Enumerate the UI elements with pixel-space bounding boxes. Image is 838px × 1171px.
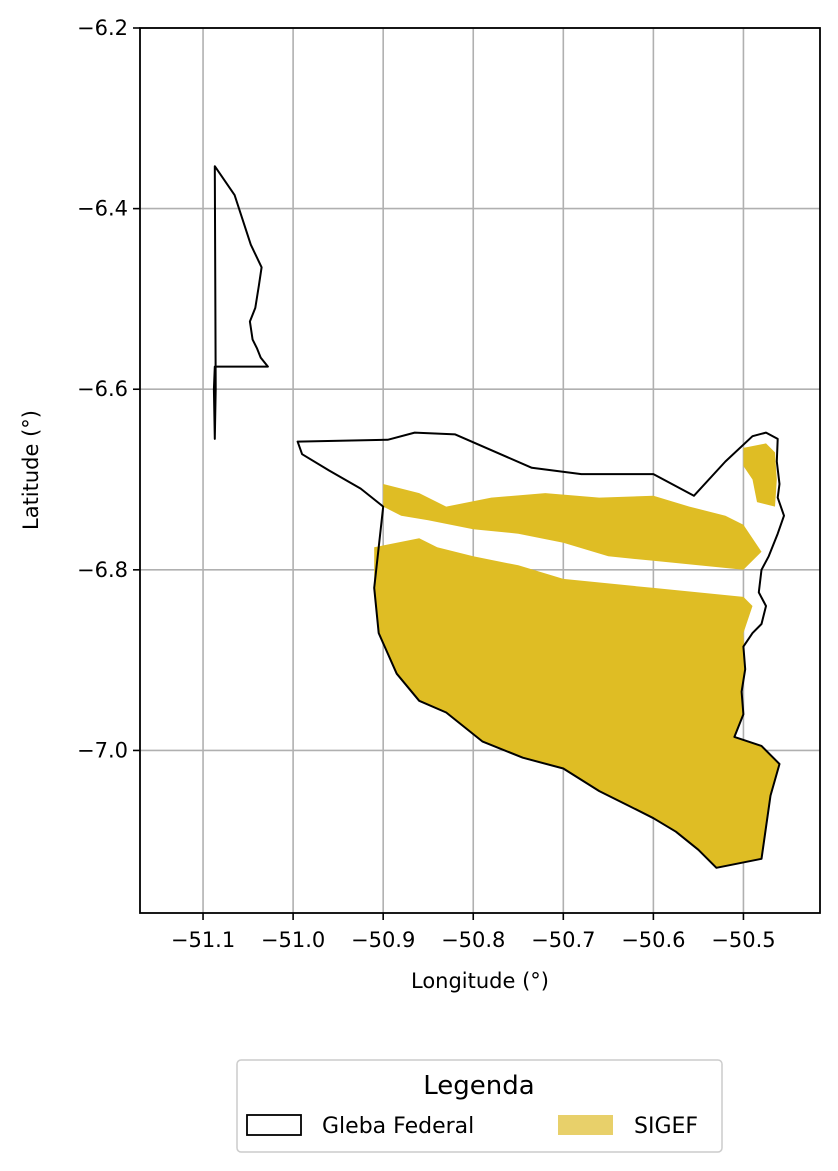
y-tick-label: −6.8	[77, 558, 128, 582]
sigef-polygon	[743, 443, 777, 507]
legend-swatch-sigef	[558, 1115, 613, 1135]
x-axis-label: Longitude (°)	[411, 969, 549, 993]
grid-lines	[140, 27, 820, 913]
y-tick-label: −7.0	[77, 738, 128, 762]
gleba-federal-polygon	[296, 431, 785, 869]
x-tick-label: −50.6	[621, 928, 685, 952]
x-axis-ticks: −51.1 −51.0 −50.9 −50.8 −50.7 −50.6 −50.5	[171, 913, 776, 952]
x-tick-label: −50.5	[711, 928, 775, 952]
sigef-polygon	[383, 484, 762, 570]
plot-frame	[139, 27, 821, 914]
x-tick-label: −50.8	[441, 928, 505, 952]
y-tick-label: −6.2	[77, 16, 128, 40]
y-axis-ticks: −6.2 −6.4 −6.6 −6.8 −7.0	[77, 16, 140, 762]
gleba-federal-layer	[212, 165, 785, 869]
sigef-polygon	[374, 538, 780, 868]
legend-label-sigef: SIGEF	[634, 1114, 698, 1139]
gleba-federal-polygon	[212, 165, 269, 440]
x-tick-label: −51.0	[261, 928, 325, 952]
legend: Legenda Gleba Federal SIGEF	[236, 1059, 723, 1153]
x-tick-label: −50.7	[531, 928, 595, 952]
legend-label-gleba-federal: Gleba Federal	[322, 1114, 474, 1139]
sigef-layer	[374, 443, 780, 868]
y-tick-label: −6.6	[77, 377, 128, 401]
legend-title: Legenda	[423, 1071, 534, 1101]
x-tick-label: −51.1	[171, 928, 235, 952]
legend-swatch-gleba-federal	[246, 1114, 302, 1136]
y-axis-label: Latitude (°)	[19, 410, 43, 530]
y-tick-label: −6.4	[77, 197, 128, 221]
x-tick-label: −50.9	[351, 928, 415, 952]
